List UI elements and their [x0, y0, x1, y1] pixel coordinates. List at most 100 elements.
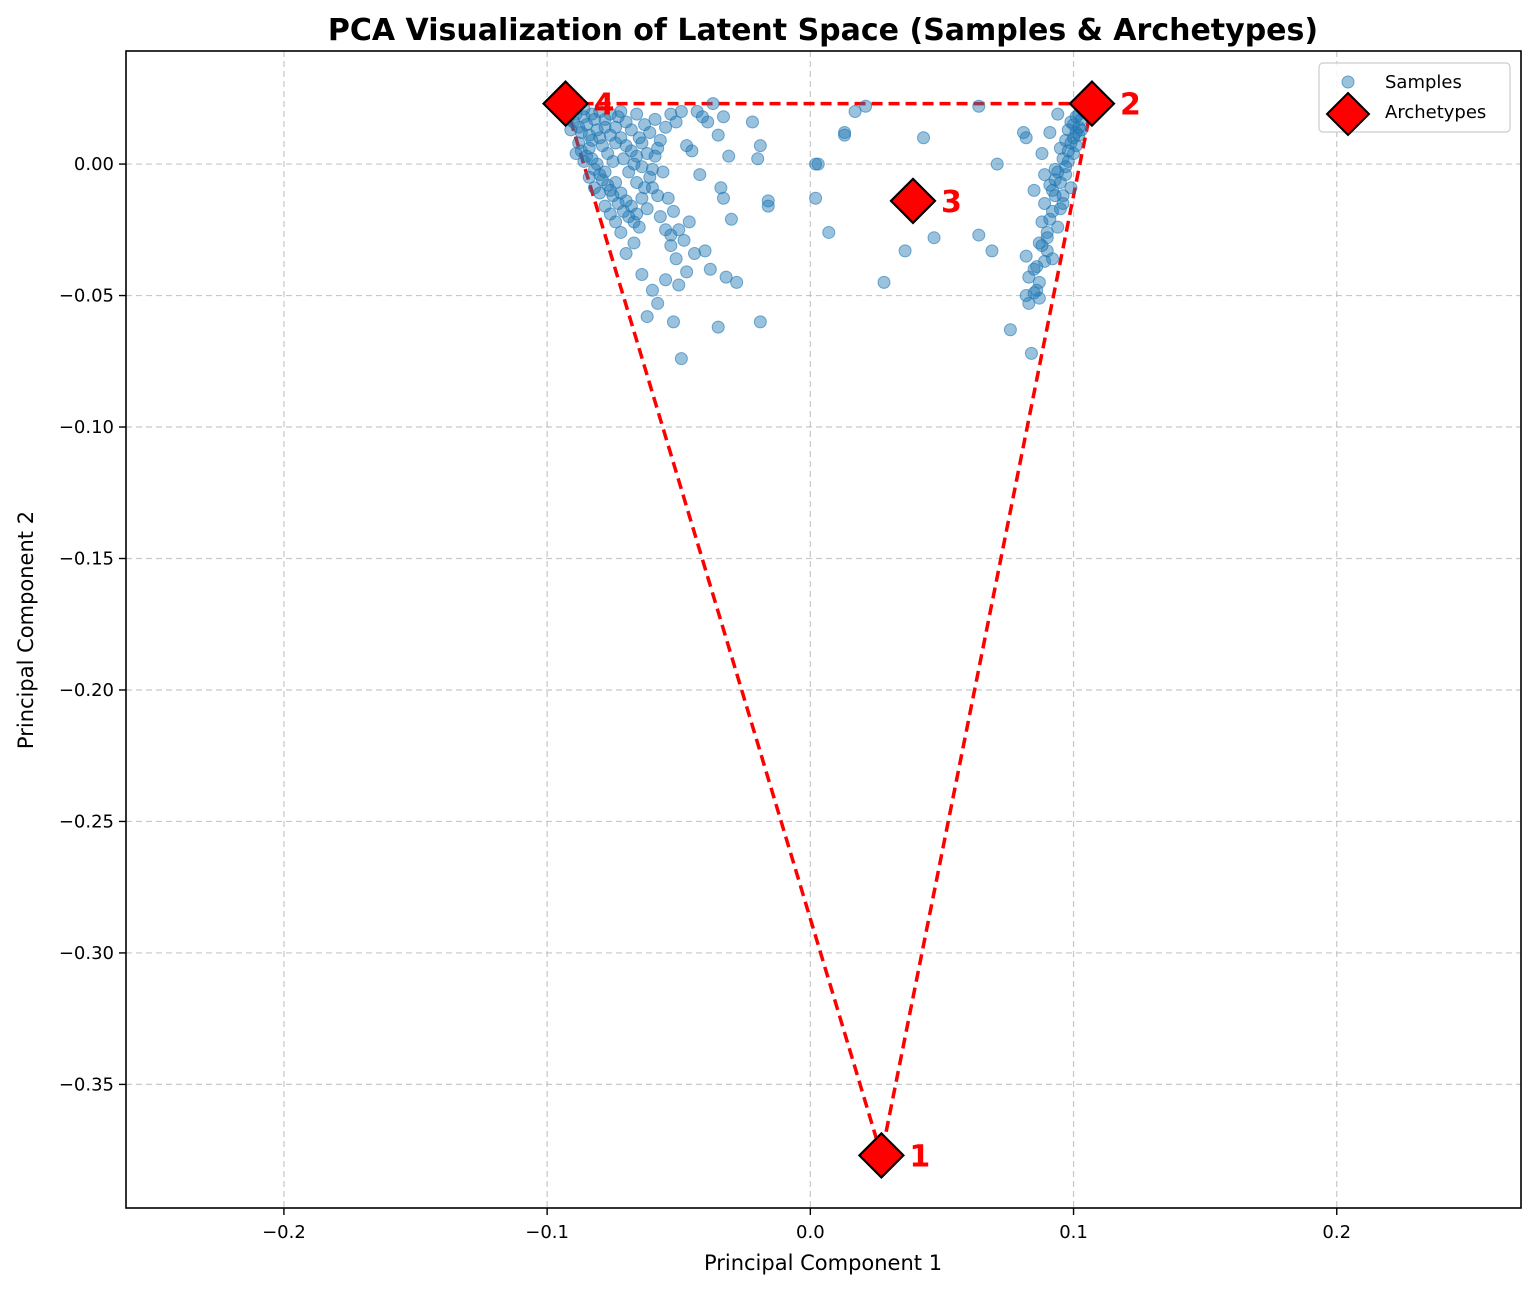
sample-point — [859, 99, 873, 113]
sample-point — [719, 270, 733, 284]
sample-point — [564, 123, 578, 137]
sample-point — [653, 210, 667, 224]
sample-point — [917, 131, 931, 145]
archetype-point — [542, 80, 590, 128]
sample-point — [722, 149, 736, 163]
sample-point — [1019, 289, 1033, 303]
x-tick-label: −0.2 — [262, 1222, 306, 1243]
sample-point — [664, 239, 678, 253]
sample-point — [630, 207, 644, 221]
sample-point — [1056, 189, 1070, 203]
sample-point — [651, 189, 665, 203]
sample-point — [609, 175, 623, 189]
sample-point — [698, 244, 712, 258]
sample-point — [822, 225, 836, 239]
sample-point — [688, 246, 702, 260]
y-tick-label: −0.35 — [59, 1074, 114, 1095]
sample-point — [985, 244, 999, 258]
sample-point — [838, 128, 852, 142]
x-axis-ticks: −0.2 −0.1 0.0 0.1 0.2 — [262, 1208, 1351, 1243]
archetype-point — [1068, 80, 1116, 128]
sample-point — [1038, 197, 1052, 211]
sample-point — [1027, 286, 1041, 300]
sample-point — [753, 315, 767, 329]
chart-title: PCA Visualization of Latent Space (Sampl… — [328, 13, 1318, 48]
archetype-hull — [563, 101, 1095, 1156]
sample-point — [703, 262, 717, 276]
legend-label-archetypes: Archetypes — [1385, 102, 1486, 123]
sample-point — [569, 147, 583, 161]
sample-point — [972, 99, 986, 113]
sample-point — [656, 165, 670, 179]
grid-layer — [126, 51, 1521, 1208]
x-axis-label: Principal Component 1 — [704, 1251, 942, 1275]
sample-point — [648, 112, 662, 126]
sample-point — [680, 139, 694, 153]
sample-point — [690, 104, 704, 118]
sample-point — [609, 136, 623, 150]
sample-point — [669, 115, 683, 129]
sample-point — [751, 152, 765, 166]
sample-point — [1043, 126, 1057, 140]
sample-point — [598, 165, 612, 179]
sample-point — [669, 252, 683, 266]
y-tick-label: −0.05 — [59, 286, 114, 307]
sample-point — [927, 231, 941, 245]
sample-point — [701, 115, 715, 129]
sample-point — [809, 191, 823, 205]
sample-point — [588, 181, 602, 195]
sample-point — [706, 97, 720, 111]
sample-point — [619, 246, 633, 260]
sample-point — [661, 191, 675, 205]
y-tick-label: −0.30 — [59, 943, 114, 964]
sample-point — [753, 139, 767, 153]
sample-point — [619, 139, 633, 153]
sample-point — [1045, 252, 1059, 266]
sample-point — [714, 181, 728, 195]
sample-point — [716, 191, 730, 205]
archetype-label: 2 — [1120, 88, 1141, 123]
sample-point — [659, 120, 673, 134]
sample-point — [622, 210, 636, 224]
sample-point — [682, 215, 696, 229]
sample-point — [1059, 160, 1073, 174]
sample-point — [1043, 212, 1057, 226]
sample-point — [848, 104, 862, 118]
sample-point — [627, 157, 641, 171]
sample-point — [598, 112, 612, 126]
archetype-label: 1 — [909, 1139, 930, 1174]
sample-point — [630, 107, 644, 121]
sample-point — [1038, 168, 1052, 182]
archetype-point — [889, 177, 937, 225]
sample-point — [635, 160, 649, 174]
sample-point — [685, 144, 699, 158]
sample-point — [585, 133, 599, 147]
sample-point — [609, 215, 623, 229]
sample-point — [677, 233, 691, 247]
sample-point — [666, 315, 680, 329]
sample-point — [614, 104, 628, 118]
sample-point — [585, 152, 599, 166]
plot-frame — [125, 50, 1522, 1209]
sample-point — [693, 168, 707, 182]
y-tick-label: −0.25 — [59, 811, 114, 832]
sample-point — [616, 152, 630, 166]
y-tick-label: −0.15 — [59, 549, 114, 570]
sample-point — [630, 149, 644, 163]
sample-point — [609, 120, 623, 134]
sample-point — [711, 320, 725, 334]
sample-point — [877, 275, 891, 289]
archetype-label: 4 — [594, 88, 615, 123]
sample-point — [590, 123, 604, 137]
sample-point — [624, 123, 638, 137]
sample-point — [972, 228, 986, 242]
sample-point — [1022, 296, 1036, 310]
sample-point — [614, 225, 628, 239]
sample-point — [632, 220, 646, 234]
sample-point — [1048, 173, 1062, 187]
sample-point — [724, 212, 738, 226]
y-tick-label: 0.00 — [74, 154, 114, 175]
sample-point — [666, 204, 680, 218]
legend-marker-archetypes — [1325, 91, 1371, 137]
